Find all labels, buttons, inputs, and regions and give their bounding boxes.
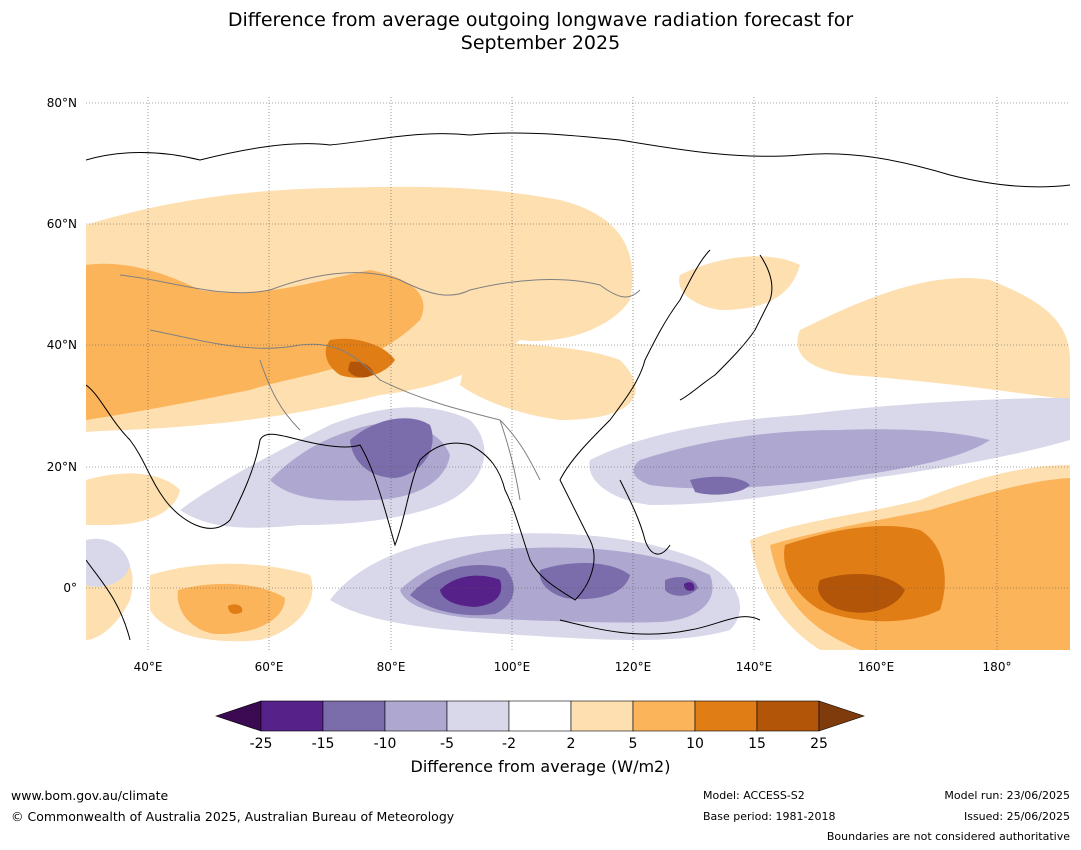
colorbar-segment <box>694 700 758 732</box>
anomaly-shading <box>86 186 1070 650</box>
longitude-labels: 40°E 60°E 80°E 100°E 120°E 140°E 160°E 1… <box>134 660 1012 674</box>
lat-label: 60°N <box>47 217 77 231</box>
issued-text: Issued: 25/06/2025 <box>963 810 1070 823</box>
lon-label: 100°E <box>494 660 531 674</box>
colorbar-tick: -5 <box>440 736 454 752</box>
model-run-text: Model run: 23/06/2025 <box>944 789 1070 802</box>
colorbar: -25 -15 -10 -5 -2 2 5 10 15 25 <box>215 700 865 752</box>
colorbar-segment <box>756 700 820 732</box>
colorbar-tick: 2 <box>567 736 576 752</box>
colorbar-segment <box>632 700 696 732</box>
title-line-2: September 2025 <box>460 32 621 54</box>
negative-area <box>440 575 502 607</box>
website-link[interactable]: www.bom.gov.au/climate <box>11 788 169 803</box>
copyright-text: © Commonwealth of Australia 2025, Austra… <box>11 809 455 824</box>
colorbar-tick: -2 <box>502 736 516 752</box>
positive-area <box>679 256 800 310</box>
coastlines <box>86 132 1070 641</box>
colorbar-tick: -15 <box>312 736 335 752</box>
colorbar-tick: 25 <box>810 736 828 752</box>
lon-label: 60°E <box>255 660 284 674</box>
lat-label: 0° <box>63 581 77 595</box>
colorbar-segment <box>384 700 448 732</box>
positive-area <box>818 574 905 613</box>
country-borders <box>119 272 641 501</box>
colorbar-tick: 15 <box>748 736 766 752</box>
colorbar-title: Difference from average (W/m2) <box>410 757 671 776</box>
colorbar-segment <box>322 700 386 732</box>
arctic-coastline <box>86 132 1070 188</box>
lat-label: 20°N <box>47 460 77 474</box>
indonesia-coastline <box>559 616 761 635</box>
colorbar-tick: 10 <box>686 736 704 752</box>
negative-area <box>690 476 750 495</box>
lon-label: 180° <box>983 660 1012 674</box>
model-text: Model: ACCESS-S2 <box>703 789 805 802</box>
colorbar-segment <box>508 700 572 732</box>
lon-label: 140°E <box>736 660 773 674</box>
lon-label: 80°E <box>377 660 406 674</box>
colorbar-over-arrow <box>818 700 865 732</box>
africa-coastline <box>86 559 131 641</box>
positive-area <box>460 340 636 420</box>
border-line <box>259 359 301 431</box>
map-plot-area <box>86 97 1070 650</box>
japan-coastline <box>679 254 773 401</box>
colorbar-segment <box>260 700 324 732</box>
map-title: Difference from average outgoing longwav… <box>0 9 1081 55</box>
lat-label: 40°N <box>47 338 77 352</box>
colorbar-under-arrow <box>215 700 262 732</box>
negative-area <box>684 582 695 591</box>
negative-area <box>633 429 990 489</box>
positive-area <box>325 338 395 378</box>
positive-area <box>228 604 243 614</box>
gridlines <box>86 97 1070 650</box>
positive-area <box>86 263 424 420</box>
positive-area <box>348 361 374 378</box>
colorbar-tick: 5 <box>629 736 638 752</box>
colorbar-segment <box>446 700 510 732</box>
colorbar-tick: -25 <box>250 736 273 752</box>
colorbar-segment <box>570 700 634 732</box>
negative-area <box>350 418 433 478</box>
colorbar-tick: -10 <box>374 736 397 752</box>
asia-coastline <box>86 249 711 601</box>
border-line <box>119 272 641 298</box>
negative-area <box>539 563 630 600</box>
lat-label: 80°N <box>47 96 77 110</box>
philippines-coastline <box>619 479 671 555</box>
lon-label: 40°E <box>134 660 163 674</box>
lon-label: 160°E <box>858 660 895 674</box>
title-line-1: Difference from average outgoing longwav… <box>227 9 854 31</box>
positive-area <box>797 278 1070 400</box>
base-period-text: Base period: 1981-2018 <box>703 810 836 823</box>
negative-area <box>665 577 698 596</box>
latitude-labels: 80°N 60°N 40°N 20°N 0° <box>47 96 77 595</box>
disclaimer-text: Boundaries are not considered authoritat… <box>826 830 1070 843</box>
lon-label: 120°E <box>615 660 652 674</box>
border-line <box>149 329 541 481</box>
colorbar-tick-labels: -25 -15 -10 -5 -2 2 5 10 15 25 <box>250 736 828 752</box>
